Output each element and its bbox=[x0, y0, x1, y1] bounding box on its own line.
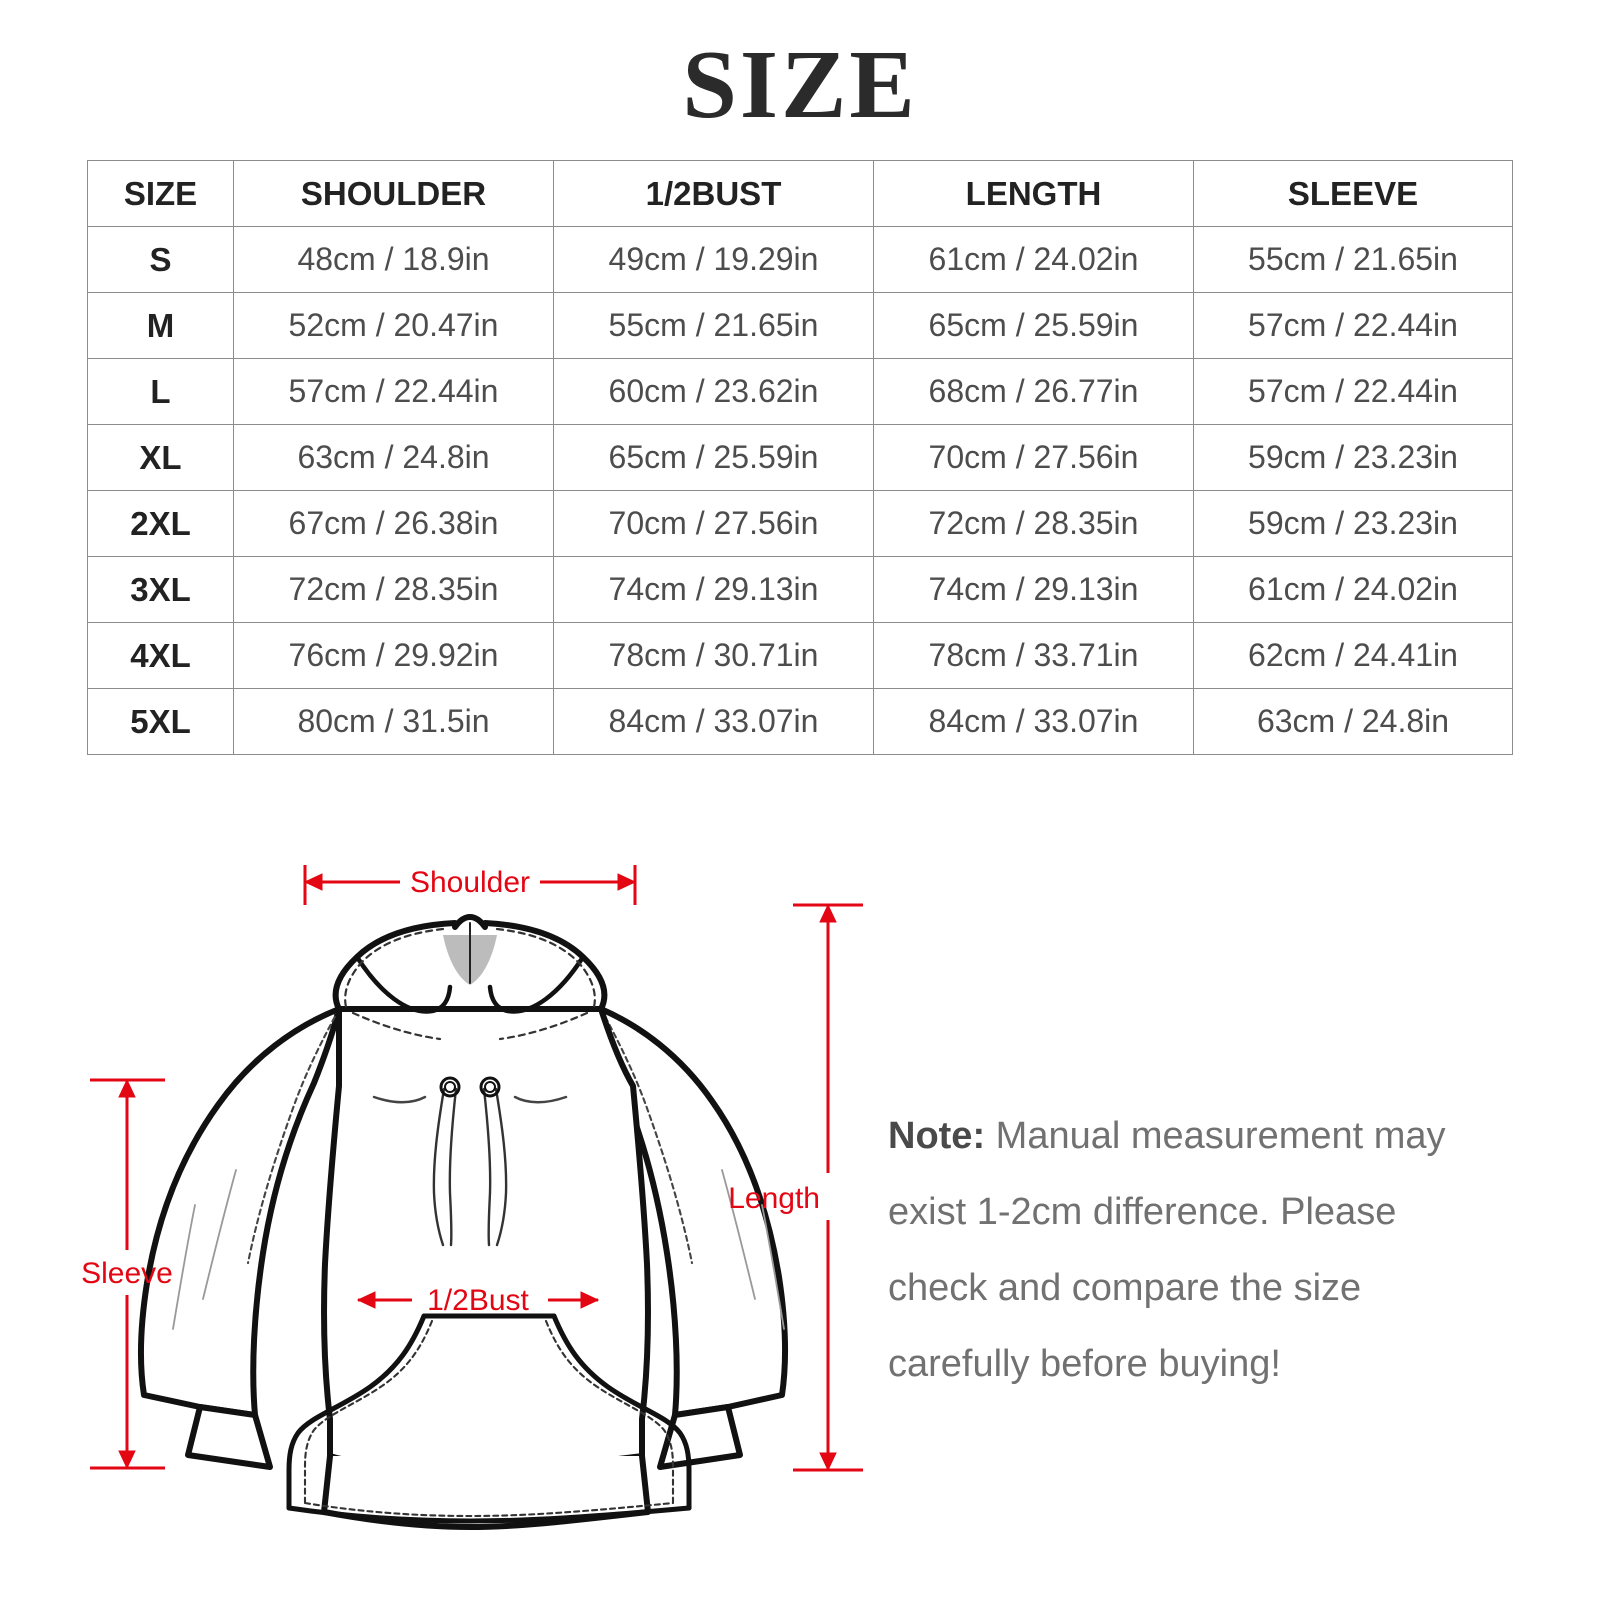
svg-text:Sleeve: Sleeve bbox=[81, 1257, 173, 1290]
svg-text:1/2Bust: 1/2Bust bbox=[427, 1284, 529, 1317]
svg-text:Shoulder: Shoulder bbox=[410, 866, 530, 899]
svg-text:Length: Length bbox=[728, 1182, 820, 1215]
